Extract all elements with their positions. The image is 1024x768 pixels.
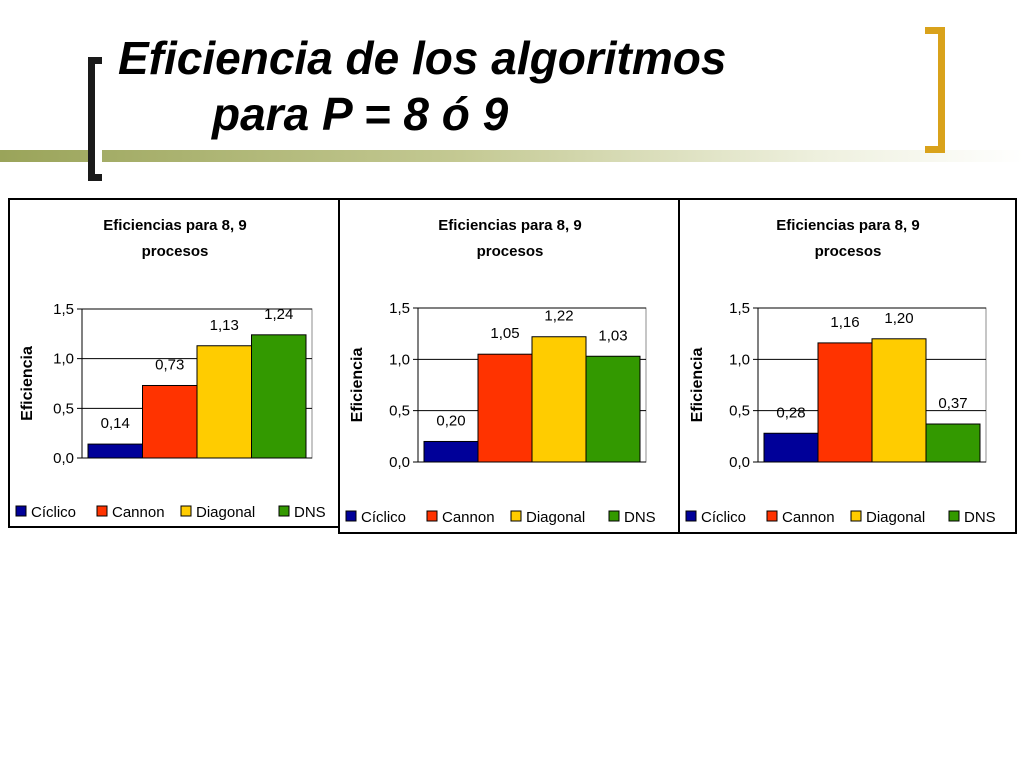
- legend-swatch: [510, 510, 522, 522]
- right-bracket-decoration: [925, 27, 945, 153]
- y-tick-label: 0,5: [389, 403, 410, 420]
- chart-title-line-2: procesos: [477, 243, 544, 260]
- data-label: 1,13: [210, 317, 239, 334]
- bar-chart-2: Eficiencias para 8, 9 procesos 0,0 0,5 1,0 1,…: [345, 217, 656, 526]
- y-tick-label: 0,0: [729, 454, 750, 471]
- bar-dns: [251, 334, 307, 459]
- legend-label: Cannon: [442, 509, 495, 526]
- left-bracket-decoration: [88, 57, 102, 181]
- legend-label: Cannon: [112, 504, 165, 521]
- chart-panel-3: Eficiencias para 8, 9 procesos 0,0 0,5 1,0 1,…: [678, 198, 1017, 534]
- y-axis-label: Eficiencia: [349, 348, 366, 423]
- chart-title-line-1: Eficiencias para 8, 9: [776, 217, 919, 234]
- legend-label: DNS: [964, 509, 996, 526]
- data-label: 1,05: [490, 325, 519, 342]
- y-axis-label: Eficiencia: [689, 348, 706, 423]
- y-tick-label: 1,0: [729, 351, 750, 368]
- slide-title-line1: Eficiencia de los algoritmos: [118, 32, 727, 84]
- data-label: 0,37: [938, 395, 967, 412]
- legend-swatch: [766, 510, 778, 522]
- legend-label: Cannon: [782, 509, 835, 526]
- data-label: 0,20: [436, 412, 465, 429]
- y-tick-label: 1,0: [53, 351, 74, 368]
- y-tick-label: 1,0: [389, 351, 410, 368]
- legend-label: Diagonal: [196, 504, 255, 521]
- data-label: 1,03: [598, 327, 627, 344]
- bar-cíclico: [763, 432, 819, 463]
- data-label: 0,73: [155, 356, 184, 373]
- chart-title-line-1: Eficiencias para 8, 9: [438, 217, 581, 234]
- legend-label: Cíclico: [361, 509, 406, 526]
- bar-dns: [585, 355, 641, 463]
- legend-swatch: [426, 510, 438, 522]
- bar-chart-3: Eficiencias para 8, 9 procesos 0,0 0,5 1,0 1,…: [685, 217, 996, 526]
- bar-cannon: [142, 384, 198, 459]
- legend-label: Cíclico: [31, 504, 76, 521]
- data-label: 1,24: [264, 306, 293, 323]
- y-tick-label: 1,5: [53, 301, 74, 318]
- data-label: 0,28: [776, 404, 805, 421]
- data-label: 0,14: [101, 415, 130, 432]
- y-axis-label: Eficiencia: [19, 346, 36, 421]
- legend-swatch: [685, 510, 697, 522]
- legend-label: Diagonal: [866, 509, 925, 526]
- bar-diagonal: [871, 338, 927, 463]
- bar-cannon: [817, 342, 873, 463]
- legend-swatch: [345, 510, 357, 522]
- chart-panel-2: Eficiencias para 8, 9 procesos 0,0 0,5 1,0 1,…: [338, 198, 681, 534]
- bar-cíclico: [87, 443, 143, 459]
- legend-label: DNS: [294, 504, 326, 521]
- legend-swatch: [948, 510, 960, 522]
- slide-title: Eficiencia de los algoritmos para P = 8 …: [118, 30, 726, 142]
- chart-title-line-2: procesos: [142, 243, 209, 260]
- bar-dns: [925, 423, 981, 463]
- y-tick-label: 1,5: [729, 300, 750, 317]
- bar-cannon: [477, 353, 533, 463]
- chart-title-line-1: Eficiencias para 8, 9: [103, 217, 246, 234]
- y-tick-label: 1,5: [389, 300, 410, 317]
- slide-title-line2: para P = 8 ó 9: [212, 88, 509, 140]
- legend-swatch: [278, 505, 290, 517]
- chart-panel-1: Eficiencias para 8, 9 procesos 0,0 0,5 1,0 1,…: [8, 198, 341, 528]
- title-underline: [0, 150, 1024, 162]
- legend-swatch: [15, 505, 27, 517]
- legend-swatch: [180, 505, 192, 517]
- chart-title-line-2: procesos: [815, 243, 882, 260]
- legend-swatch: [850, 510, 862, 522]
- y-tick-label: 0,0: [53, 450, 74, 467]
- legend-label: DNS: [624, 509, 656, 526]
- y-tick-label: 0,5: [53, 400, 74, 417]
- legend-label: Cíclico: [701, 509, 746, 526]
- data-label: 1,20: [884, 310, 913, 327]
- y-tick-label: 0,0: [389, 454, 410, 471]
- legend-label: Diagonal: [526, 509, 585, 526]
- bar-diagonal: [196, 345, 252, 459]
- legend-swatch: [608, 510, 620, 522]
- bar-cíclico: [423, 440, 479, 463]
- bar-diagonal: [531, 336, 587, 463]
- y-tick-label: 0,5: [729, 403, 750, 420]
- data-label: 1,22: [544, 308, 573, 325]
- legend-swatch: [96, 505, 108, 517]
- bar-chart-1: Eficiencias para 8, 9 procesos 0,0 0,5 1,0 1,…: [15, 217, 326, 521]
- data-label: 1,16: [830, 314, 859, 331]
